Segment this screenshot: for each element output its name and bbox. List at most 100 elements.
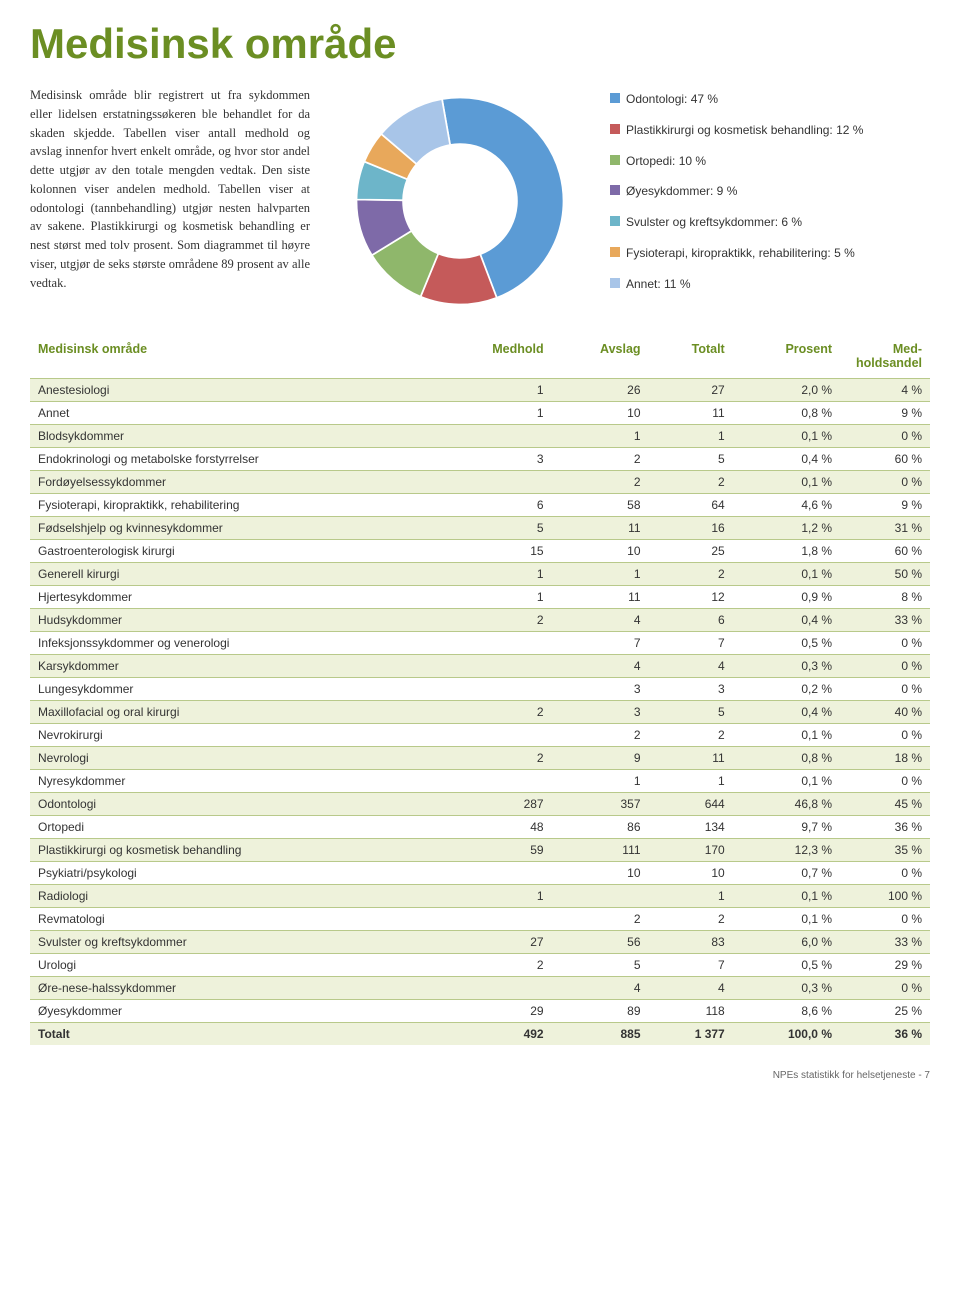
table-cell: 12	[649, 586, 733, 609]
table-cell: 644	[649, 793, 733, 816]
table-cell: 26	[552, 379, 649, 402]
table-cell: 0 %	[840, 862, 930, 885]
table-cell: 0,7 %	[733, 862, 840, 885]
table-cell: 27	[649, 379, 733, 402]
table-cell: 7	[649, 954, 733, 977]
table-cell: 8,6 %	[733, 1000, 840, 1023]
table-cell: 4	[552, 609, 649, 632]
table-cell: 16	[649, 517, 733, 540]
table-cell: 1	[552, 770, 649, 793]
legend-label: Plastikkirurgi og kosmetisk behandling: …	[626, 122, 863, 139]
table-row: Blodsykdommer110,1 %0 %	[30, 425, 930, 448]
table-cell: 0,1 %	[733, 770, 840, 793]
table-cell	[436, 724, 552, 747]
table-cell: Revmatologi	[30, 908, 436, 931]
table-cell: 0,1 %	[733, 724, 840, 747]
table-cell: 25	[649, 540, 733, 563]
table-cell: 6,0 %	[733, 931, 840, 954]
table-cell: Gastroenterologisk kirurgi	[30, 540, 436, 563]
table-cell: 46,8 %	[733, 793, 840, 816]
table-cell: 0,1 %	[733, 563, 840, 586]
table-cell: 2	[649, 908, 733, 931]
table-row: Annet110110,8 %9 %	[30, 402, 930, 425]
page-footer: NPEs statistikk for helsetjeneste - 7	[30, 1070, 930, 1081]
table-cell: 0,8 %	[733, 402, 840, 425]
table-cell: 25 %	[840, 1000, 930, 1023]
table-cell: 31 %	[840, 517, 930, 540]
table-cell: 40 %	[840, 701, 930, 724]
table-cell: 0 %	[840, 655, 930, 678]
legend-item: Plastikkirurgi og kosmetisk behandling: …	[610, 122, 930, 139]
table-cell: 89	[552, 1000, 649, 1023]
table-row: Generell kirurgi1120,1 %50 %	[30, 563, 930, 586]
legend-swatch	[610, 278, 620, 288]
table-cell: 357	[552, 793, 649, 816]
table-cell: 4	[649, 977, 733, 1000]
table-header: Prosent	[733, 336, 840, 379]
table-cell: 6	[649, 609, 733, 632]
table-cell: 885	[552, 1023, 649, 1046]
table-cell: Svulster og kreftsykdommer	[30, 931, 436, 954]
table-cell: 29 %	[840, 954, 930, 977]
table-cell: 7	[649, 632, 733, 655]
page-title: Medisinsk område	[30, 20, 930, 68]
table-cell: 4,6 %	[733, 494, 840, 517]
legend-label: Annet: 11 %	[626, 276, 691, 293]
table-cell: 4	[649, 655, 733, 678]
table-cell: 56	[552, 931, 649, 954]
table-cell: Blodsykdommer	[30, 425, 436, 448]
table-cell: 45 %	[840, 793, 930, 816]
table-row: Maxillofacial og oral kirurgi2350,4 %40 …	[30, 701, 930, 724]
table-cell: 4 %	[840, 379, 930, 402]
table-row: Hjertesykdommer111120,9 %8 %	[30, 586, 930, 609]
legend-item: Odontologi: 47 %	[610, 91, 930, 108]
table-cell: 3	[552, 701, 649, 724]
table-cell	[436, 862, 552, 885]
chart-legend: Odontologi: 47 % Plastikkirurgi og kosmet…	[610, 86, 930, 316]
table-cell	[436, 770, 552, 793]
table-cell: 64	[649, 494, 733, 517]
table-cell: Maxillofacial og oral kirurgi	[30, 701, 436, 724]
table-cell: 1	[436, 402, 552, 425]
table-cell: Generell kirurgi	[30, 563, 436, 586]
table-cell: Hudsykdommer	[30, 609, 436, 632]
table-cell: 18 %	[840, 747, 930, 770]
table-cell: Karsykdommer	[30, 655, 436, 678]
table-cell: 1	[436, 586, 552, 609]
table-cell: 2	[436, 701, 552, 724]
table-cell: 0 %	[840, 678, 930, 701]
table-cell: 10	[552, 540, 649, 563]
intro-paragraph: Medisinsk område blir registrert ut fra …	[30, 86, 310, 316]
table-cell: 0,1 %	[733, 425, 840, 448]
table-cell: 0,1 %	[733, 471, 840, 494]
top-section: Medisinsk område blir registrert ut fra …	[30, 86, 930, 316]
table-cell: 0 %	[840, 471, 930, 494]
table-cell: Psykiatri/psykologi	[30, 862, 436, 885]
table-cell	[552, 885, 649, 908]
table-cell: 0 %	[840, 770, 930, 793]
legend-item: Øyesykdommer: 9 %	[610, 183, 930, 200]
table-cell: 8 %	[840, 586, 930, 609]
table-row: Radiologi110,1 %100 %	[30, 885, 930, 908]
table-row: Gastroenterologisk kirurgi1510251,8 %60 …	[30, 540, 930, 563]
table-cell: 0,4 %	[733, 609, 840, 632]
table-cell: 134	[649, 816, 733, 839]
table-cell: 5	[436, 517, 552, 540]
table-cell: Fødselshjelp og kvinnesykdommer	[30, 517, 436, 540]
table-row: Revmatologi220,1 %0 %	[30, 908, 930, 931]
table-cell: 10	[552, 862, 649, 885]
table-cell: 10	[649, 862, 733, 885]
table-cell: 1	[649, 770, 733, 793]
table-row: Fysioterapi, kiropraktikk, rehabiliterin…	[30, 494, 930, 517]
table-cell: 0,4 %	[733, 701, 840, 724]
table-cell: 170	[649, 839, 733, 862]
legend-label: Ortopedi: 10 %	[626, 153, 706, 170]
table-cell: 36 %	[840, 1023, 930, 1046]
table-cell: 11	[552, 517, 649, 540]
table-cell: 2	[649, 471, 733, 494]
table-cell: 6	[436, 494, 552, 517]
table-cell: Øre-nese-halssykdommer	[30, 977, 436, 1000]
table-row: Øre-nese-halssykdommer440,3 %0 %	[30, 977, 930, 1000]
table-cell: 12,3 %	[733, 839, 840, 862]
legend-label: Svulster og kreftsykdommer: 6 %	[626, 214, 802, 231]
